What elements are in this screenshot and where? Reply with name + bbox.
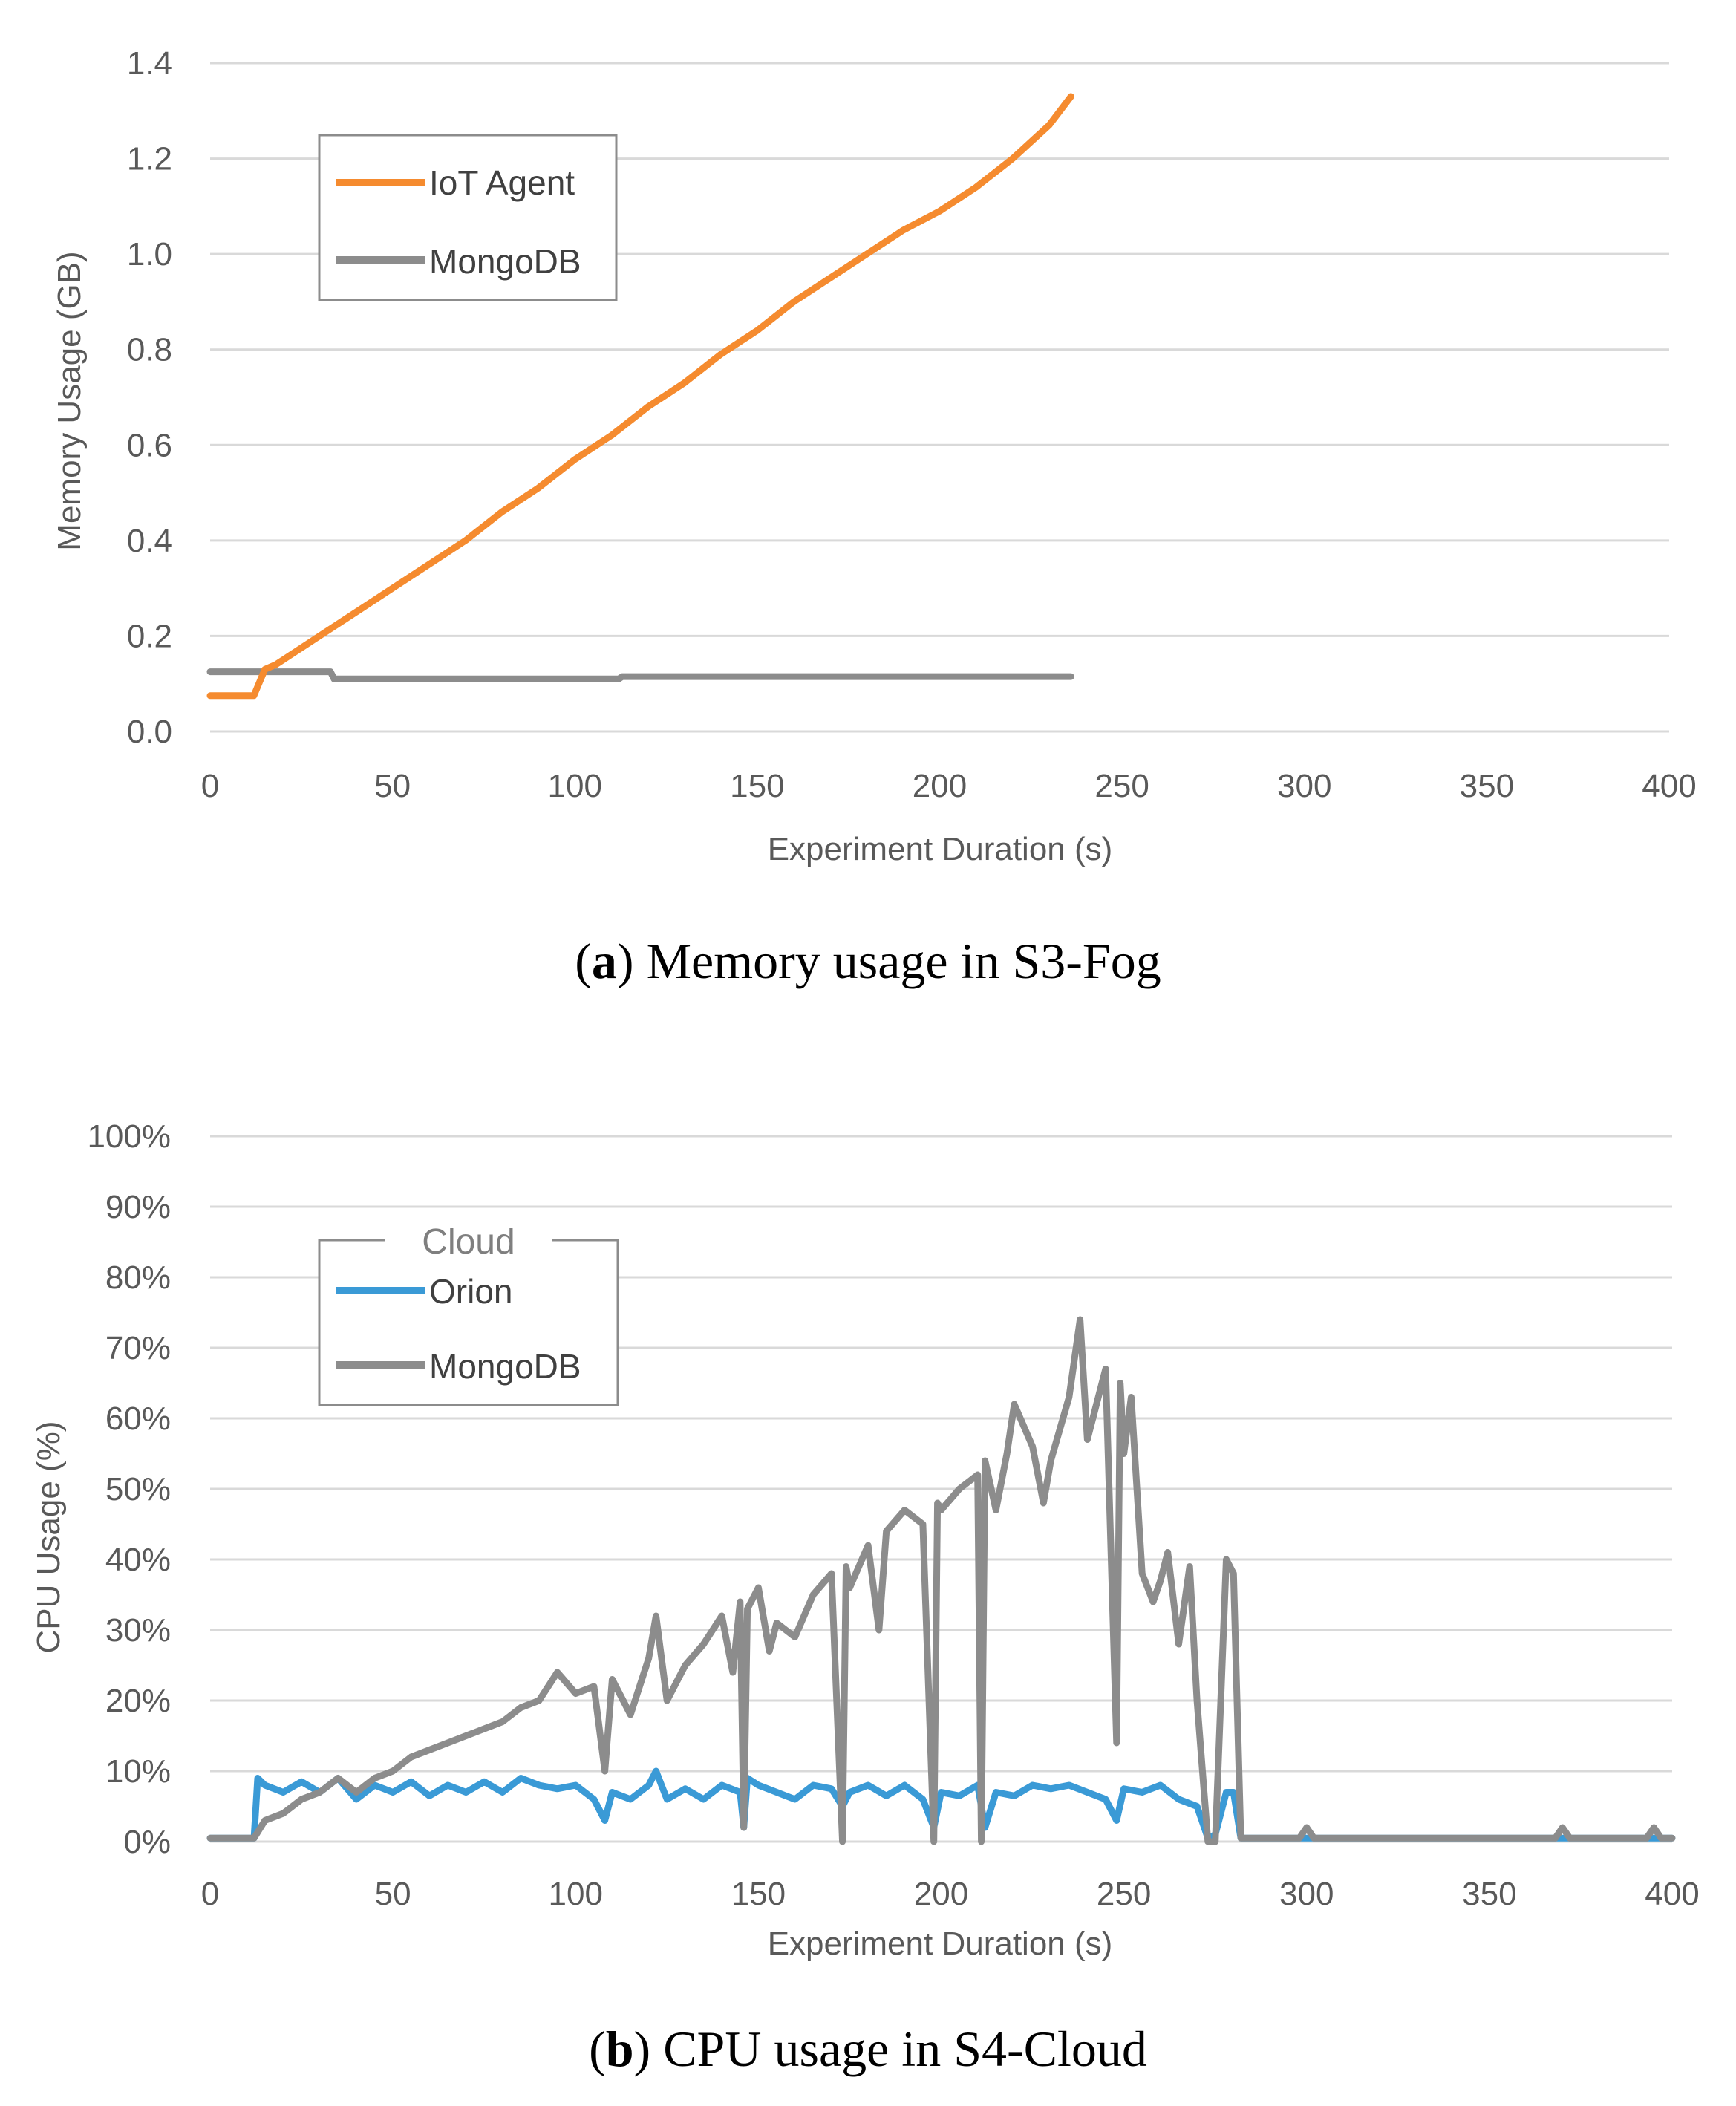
x-tick-label: 100 (549, 1876, 603, 1912)
x-tick-label: 50 (374, 768, 411, 804)
x-axis-label: Experiment Duration (s) (768, 831, 1113, 867)
x-tick-label: 150 (730, 768, 784, 804)
y-tick-label: 0.6 (127, 427, 172, 463)
x-tick-label: 300 (1279, 1876, 1334, 1912)
x-tick-label: 250 (1097, 1876, 1151, 1912)
x-tick-label: 300 (1277, 768, 1331, 804)
legend-box (318, 134, 618, 301)
series-line-orion (206, 1767, 1676, 1842)
y-tick-label: 0.8 (127, 332, 172, 368)
caption-text: CPU usage in S4-Cloud (663, 2021, 1147, 2077)
y-tick-label: 70% (105, 1330, 171, 1366)
x-tick-labels: 0 50 100 150 200 250 300 350 400 (201, 1876, 1700, 1912)
x-tick-label: 400 (1642, 768, 1696, 804)
y-tick-labels: 0% 10% 20% 30% 40% 50% 60% 70% 80% 90% 100% (87, 1118, 171, 1860)
cpu-usage-chart: 0% 10% 20% 30% 40% 50% 60% 70% 80% 90% 100% 0 50 100… (30, 1118, 1700, 1962)
series-lines (206, 1316, 1676, 1845)
legend-label-orion: Orion (429, 1272, 512, 1311)
y-tick-label: 90% (105, 1189, 171, 1225)
x-tick-label: 200 (913, 768, 967, 804)
series-lines (206, 93, 1074, 700)
y-tick-label: 30% (105, 1612, 171, 1649)
y-tick-label: 1.4 (127, 45, 172, 82)
legend-label-iot-agent: IoT Agent (429, 163, 575, 202)
x-tick-label: 200 (914, 1876, 968, 1912)
y-tick-label: 50% (105, 1471, 171, 1507)
x-tick-label: 150 (731, 1876, 786, 1912)
y-tick-label: 1.0 (127, 236, 172, 273)
caption-letter: b (605, 2021, 634, 2077)
y-tick-label: 0.4 (127, 523, 172, 559)
series-line-mongodb (206, 1316, 1676, 1845)
y-axis-label: CPU Usage (%) (30, 1421, 67, 1654)
x-axis-label: Experiment Duration (s) (768, 1926, 1113, 1962)
memory-usage-chart: 0.0 0.2 0.4 0.6 0.8 1.0 1.2 1.4 0 50 100 150 200 250… (51, 45, 1697, 867)
caption-b: (b) CPU usage in S4-Cloud (589, 2021, 1147, 2077)
x-tick-label: 250 (1094, 768, 1149, 804)
y-tick-label: 1.2 (127, 141, 172, 177)
x-tick-label: 400 (1645, 1876, 1699, 1912)
y-tick-label: 40% (105, 1542, 171, 1578)
x-tick-label: 0 (201, 768, 219, 804)
series-line-iot-agent (206, 93, 1074, 700)
y-tick-label: 60% (105, 1401, 171, 1437)
x-tick-label: 50 (375, 1876, 411, 1912)
y-tick-label: 0.2 (127, 618, 172, 654)
x-tick-label: 350 (1460, 768, 1514, 804)
y-tick-label: 100% (87, 1118, 171, 1155)
legend-title: Cloud (422, 1222, 515, 1262)
y-axis-label: Memory Usage (GB) (51, 251, 88, 550)
legend: Cloud Orion MongoDB (318, 1222, 619, 1406)
y-tick-label: 0.0 (127, 714, 172, 750)
y-tick-label: 0% (123, 1824, 171, 1860)
legend: IoT Agent MongoDB (318, 134, 618, 301)
y-tick-labels: 0.0 0.2 0.4 0.6 0.8 1.0 1.2 1.4 (127, 45, 172, 750)
x-tick-labels: 0 50 100 150 200 250 300 350 400 (201, 768, 1697, 804)
caption-a: (a) Memory usage in S3-Fog (575, 933, 1161, 989)
y-tick-label: 80% (105, 1259, 171, 1296)
legend-label-mongodb: MongoDB (429, 1347, 581, 1386)
x-tick-label: 350 (1462, 1876, 1516, 1912)
legend-label-mongodb: MongoDB (429, 242, 581, 281)
series-line-mongodb (206, 668, 1074, 682)
x-tick-label: 0 (201, 1876, 219, 1912)
y-tick-label: 10% (105, 1753, 171, 1790)
caption-text: Memory usage in S3-Fog (646, 933, 1161, 989)
x-tick-label: 100 (548, 768, 602, 804)
caption-letter: a (591, 933, 617, 989)
y-tick-label: 20% (105, 1683, 171, 1719)
